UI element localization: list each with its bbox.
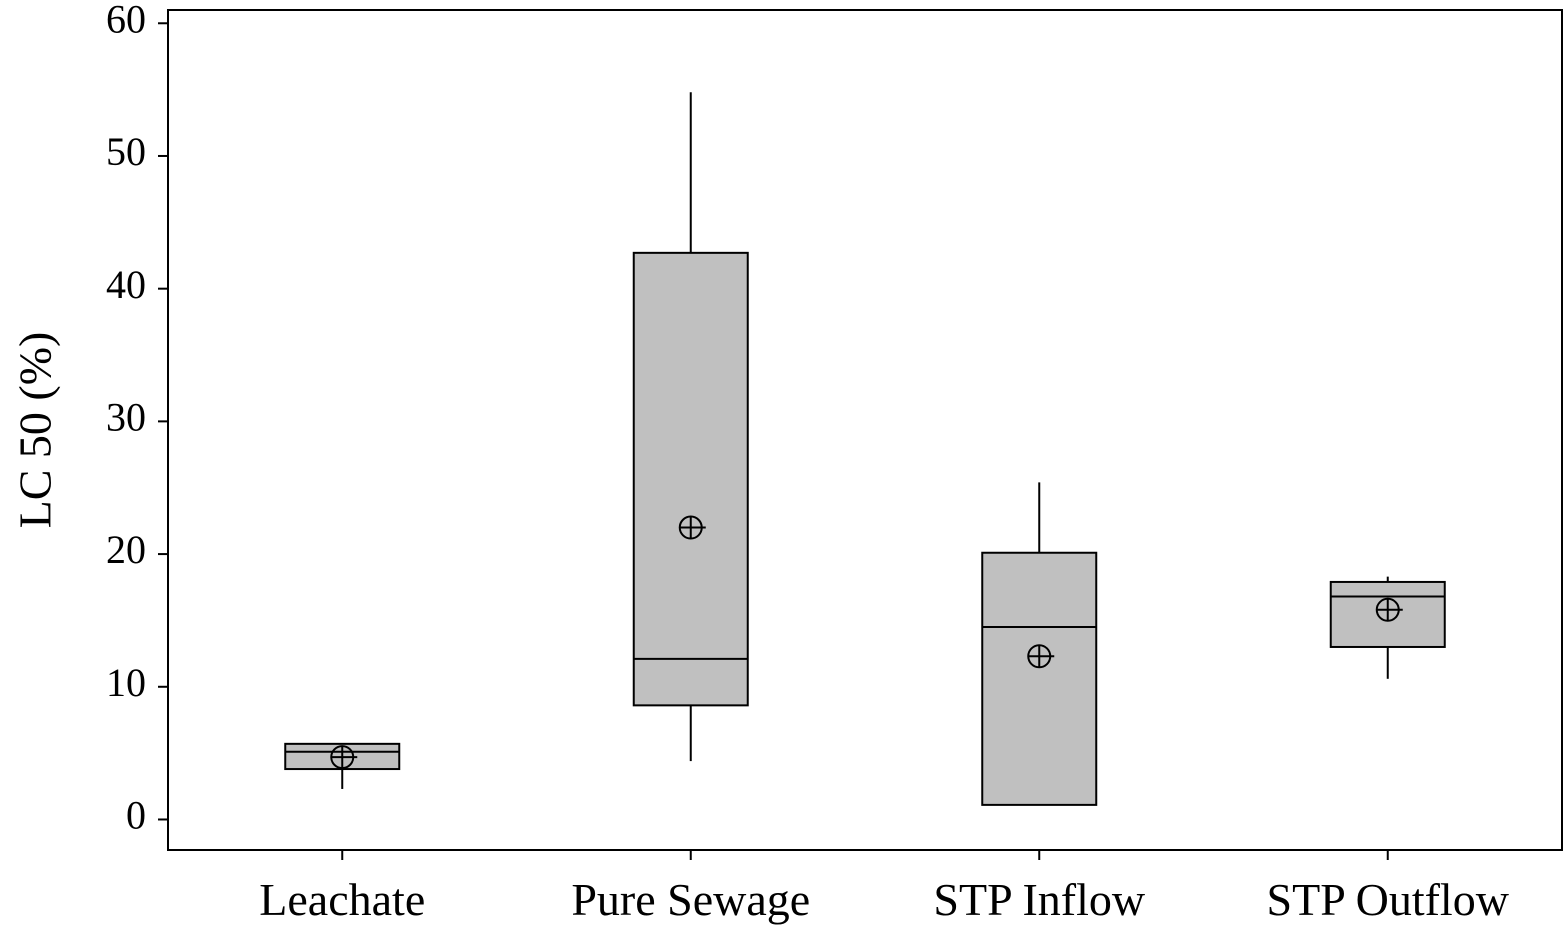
y-tick-label: 60 <box>106 0 146 41</box>
y-tick-label: 10 <box>106 660 146 705</box>
y-tick-label: 50 <box>106 129 146 174</box>
box <box>632 251 749 707</box>
mean-cross <box>331 746 358 769</box>
y-tick-label: 20 <box>106 527 146 572</box>
x-tick-label: Leachate <box>259 874 425 925</box>
mean-cross <box>1028 645 1055 668</box>
x-tick-label: STP Outflow <box>1267 874 1510 925</box>
y-axis-label: LC 50 (%) <box>10 332 61 529</box>
y-tick-label: 30 <box>106 395 146 440</box>
x-tick-label: STP Inflow <box>933 874 1145 925</box>
y-tick-label: 40 <box>106 262 146 307</box>
box <box>981 551 1098 806</box>
plot-frame <box>167 9 1563 851</box>
mean-cross <box>1376 598 1403 621</box>
x-tick-label: Pure Sewage <box>571 874 810 925</box>
mean-cross <box>679 516 706 539</box>
y-tick-label: 0 <box>126 793 146 838</box>
